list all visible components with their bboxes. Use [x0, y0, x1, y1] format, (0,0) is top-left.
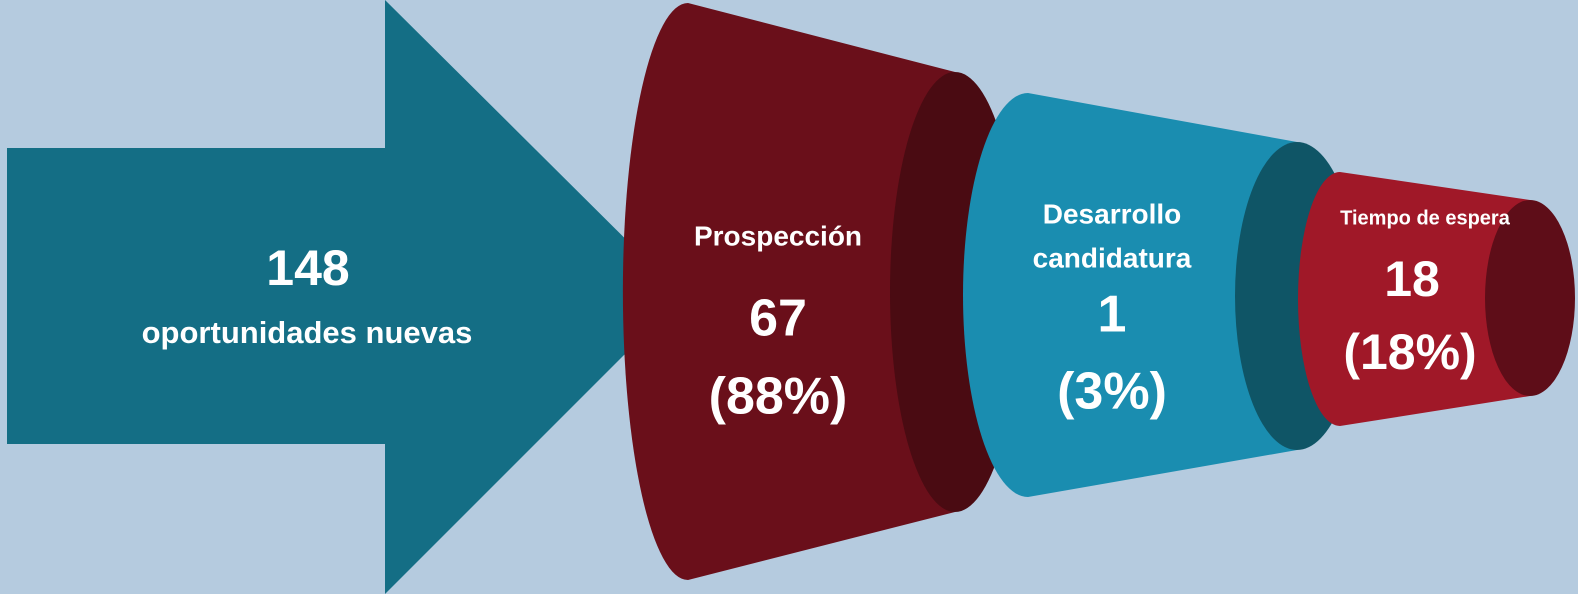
stage-count: 1 — [1098, 286, 1127, 344]
input-arrow — [7, 0, 683, 594]
arrow-label: oportunidades nuevas — [142, 315, 473, 350]
stage-count: 18 — [1384, 251, 1440, 307]
funnel-stage — [1298, 172, 1530, 426]
stage-count: 67 — [749, 290, 807, 348]
funnel-end — [1485, 200, 1575, 396]
stage-name: Tiempo de espera — [1340, 207, 1511, 229]
stage-name: Desarrollo — [1043, 198, 1182, 229]
stage-name: candidatura — [1033, 242, 1192, 273]
stage-percent: (88%) — [709, 368, 848, 426]
arrow-count: 148 — [266, 240, 349, 296]
stage-name: Prospección — [694, 220, 862, 251]
funnel-stage — [963, 93, 1297, 497]
stage-percent: (18%) — [1343, 324, 1476, 380]
stage-percent: (3%) — [1057, 363, 1167, 421]
funnel-stage — [622, 3, 955, 580]
